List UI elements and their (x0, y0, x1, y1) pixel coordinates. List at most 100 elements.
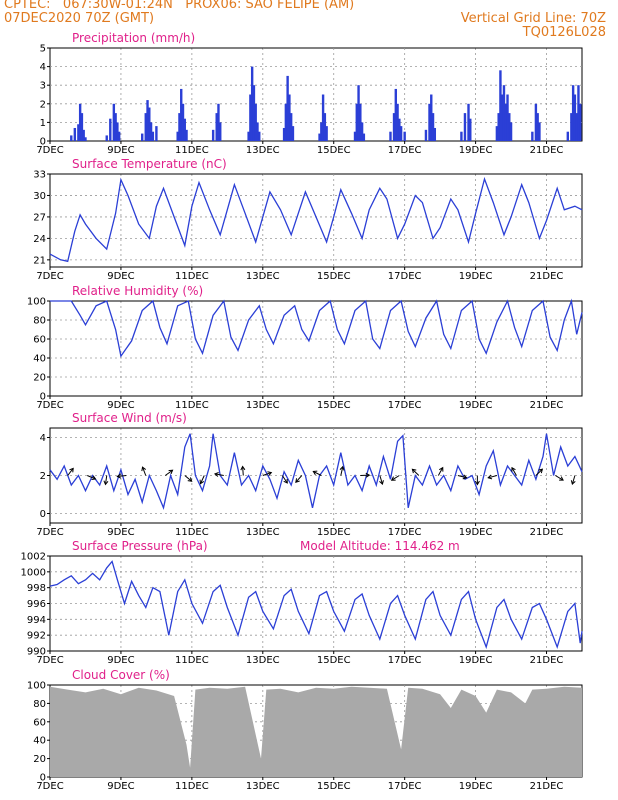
wind-arrow-head (339, 465, 345, 471)
x-tick-label: 11DEC (175, 781, 209, 792)
panel-2: 0 20 40 60 80 100 7DEC 9DEC 11DEC 13DEC 15DEC 17DEC… (27, 284, 583, 411)
y-tick-label: 5 (40, 44, 46, 55)
y-tick-label: 80 (33, 699, 46, 710)
precip-bar (282, 127, 286, 141)
precip-bar (80, 113, 84, 141)
y-tick-label: 40 (33, 736, 46, 747)
x-tick-label: 15DEC (317, 145, 351, 156)
x-tick-label: 15DEC (317, 655, 351, 666)
y-tick-label: 0 (40, 509, 46, 520)
x-tick-label: 19DEC (459, 400, 493, 411)
precip-bar (398, 118, 401, 141)
wind-arrow-head (168, 469, 174, 475)
precip-bar (144, 113, 147, 141)
precip-bar (321, 94, 325, 141)
precip-bar (217, 103, 220, 141)
precip-bar (396, 103, 399, 141)
y-tick-label: 1002 (21, 552, 46, 563)
panel-annotation: Model Altitude: 114.462 m (300, 539, 460, 553)
precip-bar (353, 131, 357, 141)
precip-bar (146, 100, 149, 141)
x-tick-label: 13DEC (246, 145, 280, 156)
y-tick-label: 24 (33, 234, 46, 245)
x-tick-label: 21DEC (530, 655, 564, 666)
x-tick-label: 13DEC (246, 655, 280, 666)
wind-arrow-head (365, 472, 371, 478)
wind-arrow-head (390, 476, 396, 481)
x-tick-label: 9DEC (107, 781, 134, 792)
wind-arrow (164, 469, 173, 476)
wind-arrow (571, 475, 576, 485)
x-tick-label: 17DEC (388, 145, 422, 156)
y-tick-label: 40 (33, 354, 46, 365)
precip-bar (247, 131, 250, 141)
x-tick-label: 9DEC (107, 655, 134, 666)
x-tick-label: 13DEC (246, 527, 280, 538)
precip-bar (252, 85, 256, 141)
y-tick-label: 60 (33, 717, 46, 728)
y-tick-label: 3 (40, 81, 46, 92)
precip-bar (460, 131, 463, 141)
panel-frame (49, 173, 583, 268)
precip-bar (357, 85, 360, 141)
x-tick-label: 19DEC (459, 781, 493, 792)
x-tick-label: 21DEC (530, 527, 564, 538)
precip-bar (506, 94, 509, 141)
precip-bar (256, 122, 259, 141)
y-tick-label: 60 (33, 335, 46, 346)
panel-title: Relative Humidity (%) (72, 284, 203, 298)
wind-arrow-head (295, 478, 300, 483)
x-tick-label: 11DEC (175, 145, 209, 156)
x-tick-label: 19DEC (459, 271, 493, 282)
precip-bar (463, 113, 467, 141)
precip-bar (430, 94, 433, 141)
series-line (49, 176, 583, 263)
precip-bar (84, 137, 87, 141)
y-tick-label: 30 (33, 191, 46, 202)
x-tick-label: 19DEC (459, 527, 493, 538)
precip-bar (288, 94, 291, 141)
y-tick-label: 990 (27, 647, 46, 658)
x-tick-label: 7DEC (36, 527, 63, 538)
y-tick-label: 0 (40, 773, 46, 784)
wind-arrow (262, 472, 272, 476)
precip-bar (355, 103, 358, 141)
precip-bar (180, 88, 183, 141)
y-tick-label: 80 (33, 316, 46, 327)
wind-arrow (511, 467, 517, 476)
precip-bar (575, 113, 578, 141)
precip-bar (77, 124, 80, 141)
precip-bar (254, 103, 257, 141)
panel-title: Surface Temperature (nC) (72, 157, 227, 171)
precip-bar (534, 103, 538, 141)
precip-bar (291, 126, 295, 141)
wind-arrow-head (511, 466, 516, 472)
wind-arrow (184, 475, 193, 482)
precip-bar (424, 129, 428, 141)
wind-arrow-head (538, 468, 544, 474)
precip-bar (359, 103, 362, 141)
precip-bar (249, 94, 252, 141)
precip-bar (538, 122, 541, 141)
precip-bar (579, 103, 582, 141)
precip-bar (289, 113, 293, 141)
wind-arrow-head (487, 474, 493, 480)
precip-bar (178, 113, 181, 141)
wind-arrow-head (116, 473, 122, 479)
precip-bar (148, 107, 151, 141)
x-tick-label: 21DEC (530, 400, 564, 411)
x-tick-label: 11DEC (175, 655, 209, 666)
precip-bar (155, 126, 158, 141)
panel-5: 0 20 40 60 80 100 7DEC 9DEC 11DEC 13DEC 15DEC 17DEC… (27, 668, 583, 792)
x-tick-label: 17DEC (388, 400, 422, 411)
precip-bar (431, 113, 435, 141)
wind-arrow (313, 470, 322, 476)
wind-arrow-head (199, 479, 205, 485)
x-tick-label: 13DEC (246, 271, 280, 282)
precip-bar (566, 131, 570, 141)
precip-bar (114, 113, 117, 141)
x-tick-label: 11DEC (175, 400, 209, 411)
precip-bar (467, 103, 470, 141)
panel-4: 990 992 994 996 998 1000 1002 7DEC 9DEC 11DEC 13DE… (21, 539, 583, 666)
